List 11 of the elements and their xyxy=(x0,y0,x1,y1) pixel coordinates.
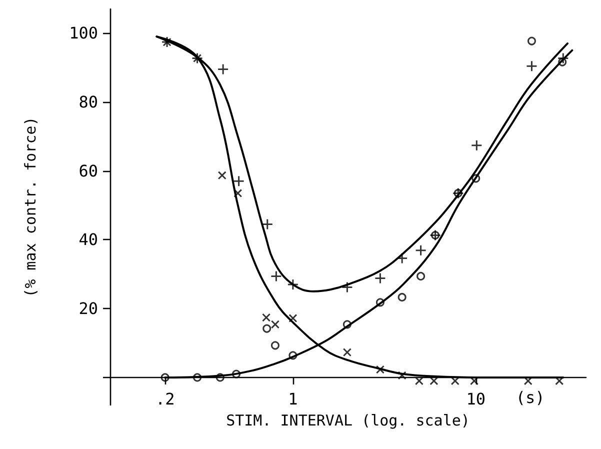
x-tick-label: .2 xyxy=(155,390,175,408)
y-tick-label: 100 xyxy=(69,24,98,43)
x-tick-label: 1 xyxy=(288,390,298,408)
y-tick-label: 20 xyxy=(78,299,98,318)
y-tick-label: 80 xyxy=(78,92,98,112)
x-axis-title: STIM. INTERVAL (log. scale) xyxy=(226,412,470,430)
y-tick-label: 60 xyxy=(78,161,98,180)
y-tick-label: 40 xyxy=(78,230,98,250)
y-axis-title: (% max contr. force) xyxy=(22,116,40,298)
x-tick-label: 10 xyxy=(466,390,486,408)
annotation: (s) xyxy=(516,388,545,407)
